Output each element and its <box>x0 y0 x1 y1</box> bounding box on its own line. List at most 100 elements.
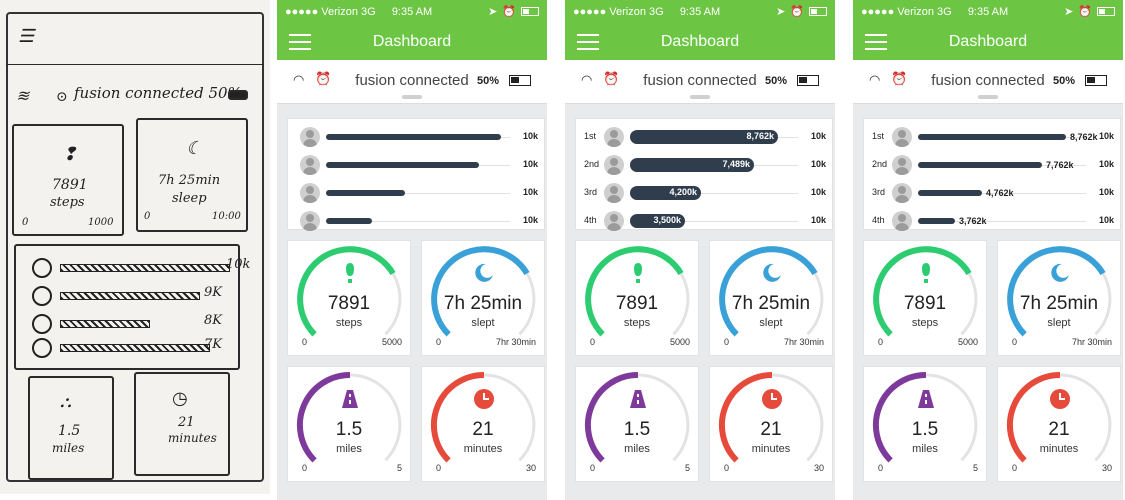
sketch-steps-card <box>12 124 124 236</box>
progress-bar <box>326 190 405 196</box>
progress-bar <box>326 218 372 224</box>
sleep-gauge <box>1007 246 1112 337</box>
sleep-max: 7hr 30min <box>495 337 536 347</box>
page-title: Dashboard <box>372 33 452 50</box>
hamburger-menu-icon[interactable] <box>289 34 311 50</box>
time-min: 0 <box>436 463 442 473</box>
phone-mockup-3: ●●●●● Verizon 3G 9:35 AM ➤ ⏰ Dashboard ◠ ⏰ fusi… <box>853 0 1123 500</box>
hamburger-menu-icon[interactable] <box>577 34 599 50</box>
steps-gauge-card[interactable]: 7891 steps 0 5000 <box>575 240 699 356</box>
leaderboard-row[interactable]: 10k <box>288 209 546 233</box>
time-value: 21 <box>472 419 494 440</box>
time-gauge-card[interactable]: 21 minutes 0 30 <box>709 366 833 482</box>
avatar-icon <box>300 183 320 203</box>
progress-bar <box>326 134 501 140</box>
rank-label: 1st <box>584 131 597 141</box>
alarm-icon: ⏰ <box>790 6 804 18</box>
alarm-icon: ⏰ <box>1078 6 1092 18</box>
sleep-gauge <box>431 246 536 337</box>
sleep-unit: slept <box>471 317 495 329</box>
progress-bar: 8,762k <box>630 130 778 144</box>
progress-value: 3,762k <box>959 216 987 226</box>
leaderboard-row[interactable]: 4th 3,762k 10k <box>864 209 1122 233</box>
carrier-label: ●●●●● Verizon 3G <box>861 6 952 18</box>
time-gauge-card[interactable]: 21 minutes 0 30 <box>997 366 1121 482</box>
sketch-sleep-max: 10:00 <box>212 211 241 222</box>
alarm-icon: ⏰ <box>502 6 516 18</box>
location-icon: ➤ <box>488 6 498 18</box>
gauge-progress <box>1006 371 1061 463</box>
leaderboard-row[interactable]: 2nd 7,489k 10k <box>576 153 834 177</box>
hamburger-menu-icon[interactable] <box>865 34 887 50</box>
sleep-min: 0 <box>724 337 730 347</box>
distance-gauge-card[interactable]: 1.5 miles 0 5 <box>863 366 987 482</box>
avatar-icon <box>892 183 912 203</box>
sketch-menu-icon: ☰ <box>18 26 35 47</box>
sketch-road-icon: ⛬ <box>60 392 72 411</box>
leaderboard-row[interactable]: 10k <box>288 181 546 205</box>
time-gauge-card[interactable]: 21 minutes 0 30 <box>421 366 545 482</box>
connection-bar: ◠ ⏰ fusion connected 50% <box>853 60 1123 104</box>
sketch-time-unit: minutes <box>168 431 217 445</box>
sketch-time-card <box>134 372 230 476</box>
sleep-gauge-card[interactable]: 7h 25min slept 0 7hr 30min <box>421 240 545 356</box>
sleep-gauge-card[interactable]: 7h 25min slept 0 7hr 30min <box>997 240 1121 356</box>
sketch-phone-frame <box>6 12 264 482</box>
connection-status: fusion connected <box>643 72 757 89</box>
progress-value: 8,762k <box>746 131 774 141</box>
sketch-distance-card <box>28 376 114 480</box>
steps-min: 0 <box>590 337 596 347</box>
leaderboard-row[interactable]: 10k <box>288 153 546 177</box>
steps-gauge-card[interactable]: 7891 steps 0 5000 <box>863 240 987 356</box>
sketch-sleep-min: 0 <box>144 211 151 222</box>
steps-gauge-card[interactable]: 7891 steps 0 5000 <box>287 240 411 356</box>
distance-unit: miles <box>624 443 650 455</box>
rank-label: 4th <box>584 215 597 225</box>
battery-icon <box>809 7 827 16</box>
leaderboard-row[interactable]: 2nd 7,762k 10k <box>864 153 1122 177</box>
leaderboard-row[interactable]: 1st 8,762k 10k <box>864 125 1122 149</box>
pull-handle[interactable] <box>690 95 710 99</box>
gauge-progress <box>718 371 773 463</box>
sketch-sleep-unit: sleep <box>172 191 207 206</box>
rank-label: 3rd <box>584 187 598 197</box>
gauge-progress <box>872 371 927 463</box>
clock-label: 9:35 AM <box>679 6 721 18</box>
sketch-battery-icon <box>228 90 248 100</box>
progress-value: 4,200k <box>669 187 697 197</box>
sketch-leaderboard-card <box>14 244 240 370</box>
progress-bar <box>918 162 1042 168</box>
steps-unit: steps <box>911 317 939 329</box>
goal-label: 10k <box>522 159 538 169</box>
status-icons: ➤ ⏰ <box>1064 5 1115 18</box>
pull-handle[interactable] <box>978 95 998 99</box>
battery-percent: 50% <box>476 75 499 87</box>
leaderboard-row[interactable]: 4th 3,500k 10k <box>576 209 834 233</box>
time-max: 30 <box>813 463 824 473</box>
distance-max: 5 <box>684 463 690 473</box>
distance-icon <box>918 390 934 408</box>
clock-label: 9:35 AM <box>967 6 1009 18</box>
pull-handle[interactable] <box>402 95 422 99</box>
sketch-sleep-value: 7h 25min <box>158 173 221 188</box>
leaderboard-row[interactable]: 10k <box>288 125 546 149</box>
status-icons: ➤ ⏰ <box>776 5 827 18</box>
leaderboard-row[interactable]: 1st 8,762k 10k <box>576 125 834 149</box>
progress-track <box>326 193 510 194</box>
time-min: 0 <box>724 463 730 473</box>
distance-gauge-card[interactable]: 1.5 miles 0 5 <box>575 366 699 482</box>
progress-value: 7,762k <box>1046 160 1074 170</box>
sleep-max: 7hr 30min <box>783 337 824 347</box>
rank-label: 3rd <box>872 187 886 197</box>
leaderboard-row[interactable]: 3rd 4,200k 10k <box>576 181 834 205</box>
leaderboard-row[interactable]: 3rd 4,762k 10k <box>864 181 1122 205</box>
status-bar: ●●●●● Verizon 3G 9:35 AM ➤ ⏰ <box>277 0 547 24</box>
steps-min: 0 <box>302 337 308 347</box>
distance-max: 5 <box>972 463 978 473</box>
sleep-unit: slept <box>759 317 783 329</box>
sleep-gauge-card[interactable]: 7h 25min slept 0 7hr 30min <box>709 240 833 356</box>
steps-max: 5000 <box>957 337 978 347</box>
distance-gauge-card[interactable]: 1.5 miles 0 5 <box>287 366 411 482</box>
connection-status: fusion connected <box>931 72 1045 89</box>
avatar-icon <box>892 211 912 231</box>
